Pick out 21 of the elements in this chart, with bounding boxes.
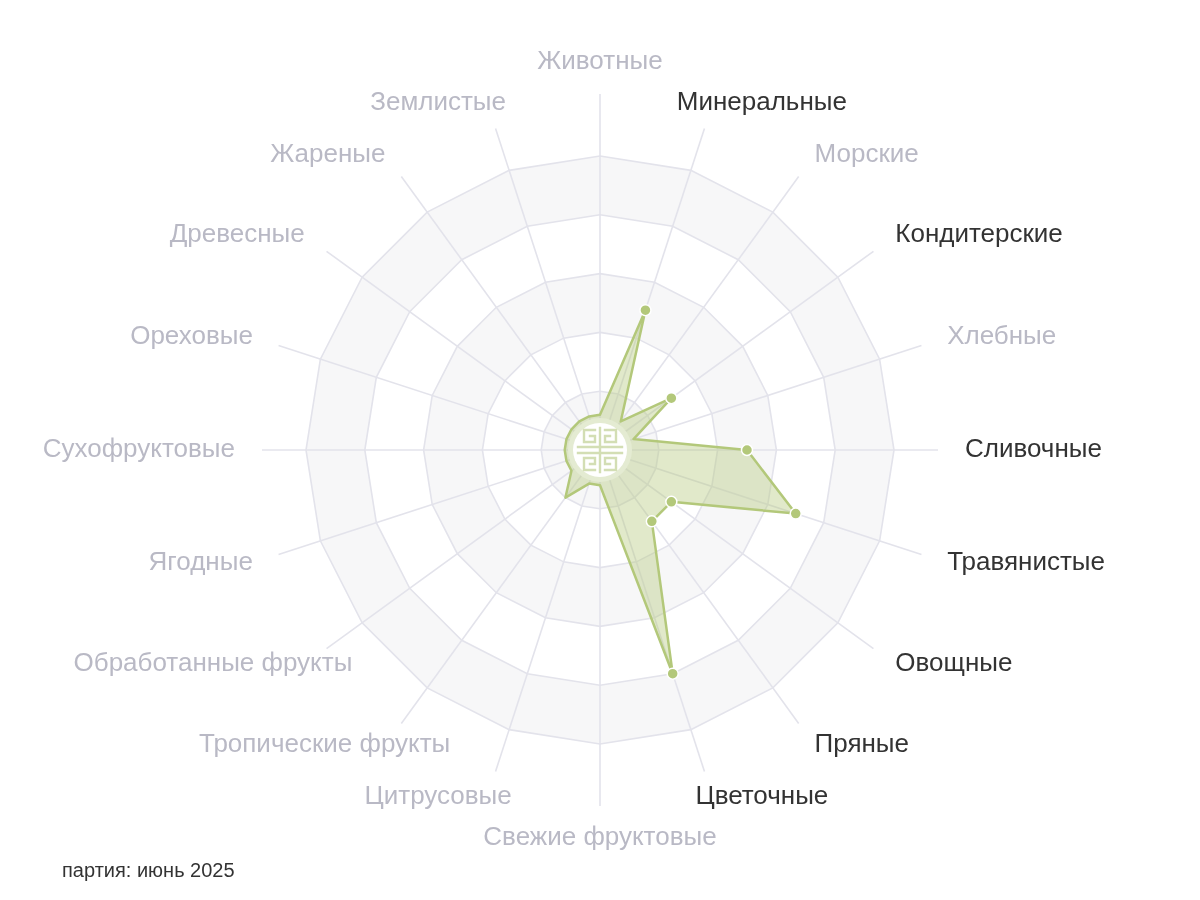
spoke-label: Ягодные xyxy=(148,545,253,576)
spoke-label: Цитрусовые xyxy=(364,780,512,811)
spoke-label: Тропические фрукты xyxy=(198,728,451,759)
spoke-label: Кондитерские xyxy=(895,218,1063,249)
spoke-label: Травянистые xyxy=(947,545,1106,576)
spoke-label: Овощные xyxy=(895,647,1013,678)
spoke-label: Морские xyxy=(814,137,919,168)
spoke-label: Обработанные фрукты xyxy=(73,647,353,678)
text: партия: июнь 2025 xyxy=(62,859,235,881)
spoke-label: Жареные xyxy=(270,137,386,168)
spoke-label: Ореховые xyxy=(130,320,253,351)
spoke-label: Сухофруктовые xyxy=(42,432,236,463)
spoke-label: Хлебные xyxy=(947,320,1057,351)
spoke-label: Древесные xyxy=(169,218,305,249)
spoke-label: Минеральные xyxy=(676,85,847,116)
spoke-label: Животные xyxy=(537,44,663,75)
spoke-label: Цветочные xyxy=(695,780,829,811)
spoke-label: Свежие фруктовые xyxy=(483,820,717,851)
spoke-label: Сливочные xyxy=(965,432,1102,463)
spoke-label: Землистые xyxy=(370,85,507,116)
spoke-label: Пряные xyxy=(814,728,909,759)
